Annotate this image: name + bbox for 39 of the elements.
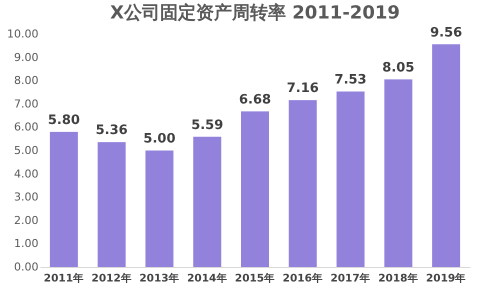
data-label: 7.53	[334, 72, 367, 88]
data-label: 6.68	[238, 92, 272, 108]
x-tick-label: 2019年	[426, 272, 466, 284]
data-label: 5.80	[48, 112, 80, 128]
bar	[145, 150, 174, 267]
bar	[288, 100, 317, 267]
data-label: 9.56	[430, 25, 462, 40]
y-tick-label: 5.00	[14, 144, 38, 157]
y-tick-label: 4.00	[14, 167, 38, 180]
x-tick-label: 2014年	[187, 272, 228, 284]
x-tick-label: 2011年	[44, 272, 84, 284]
bar	[384, 79, 412, 267]
x-tick-label: 2012年	[92, 272, 132, 284]
data-label: 7.16	[286, 81, 319, 96]
x-tick-label: 2017年	[330, 272, 371, 284]
data-label: 5.59	[191, 118, 224, 133]
y-tick-label: 1.00	[14, 237, 38, 250]
x-tick-label: 2015年	[234, 272, 276, 284]
y-tick-label: 6.00	[14, 120, 38, 134]
bar	[432, 44, 460, 267]
bar	[98, 142, 126, 267]
y-tick-label: 9.00	[14, 50, 38, 64]
y-tick-label: 7.00	[14, 97, 38, 110]
data-label: 8.05	[382, 60, 414, 76]
y-tick-label: 2.00	[14, 214, 38, 227]
data-label: 5.36	[96, 123, 128, 138]
bar	[241, 111, 269, 267]
y-tick-label: 0.00	[14, 260, 38, 274]
y-tick-label: 8.00	[14, 74, 38, 88]
data-label: 5.00	[143, 132, 176, 146]
x-tick-label: 2018年	[378, 272, 418, 284]
y-tick-label: 3.00	[14, 190, 38, 204]
x-tick-label: 2013年	[139, 272, 180, 284]
bar	[50, 132, 78, 267]
y-tick-label: 10.00	[7, 28, 38, 40]
x-tick-label: 2016年	[282, 272, 323, 284]
bar	[193, 136, 222, 267]
chart-title: X公司固定资产周转率 2011-2019	[110, 2, 400, 24]
bar	[336, 92, 365, 267]
